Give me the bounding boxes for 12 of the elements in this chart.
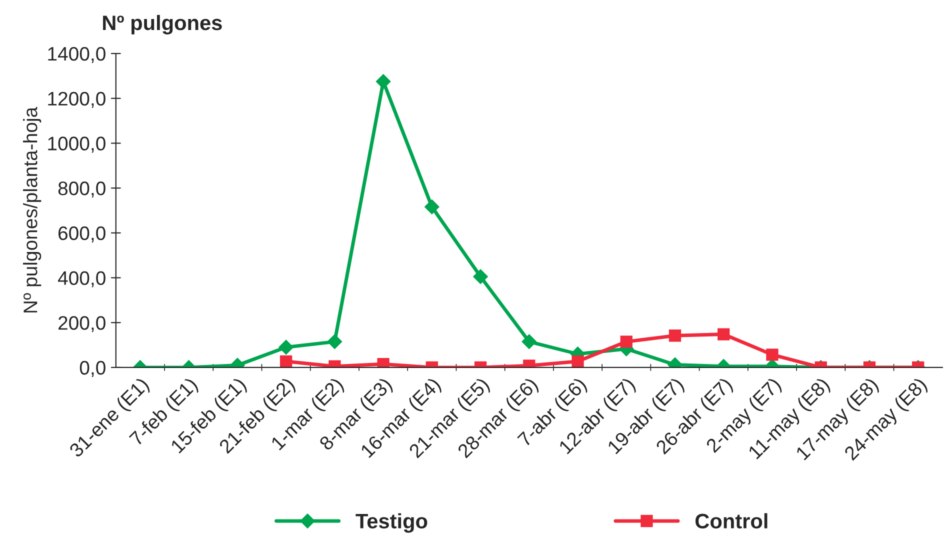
y-tick-label: 1400,0 bbox=[48, 46, 106, 64]
chart-title: Nº pulgones bbox=[103, 14, 222, 34]
y-tick-label: 600,0 bbox=[58, 226, 106, 242]
y-tick-label: 400,0 bbox=[58, 271, 106, 288]
y-tick-label: 800,0 bbox=[58, 182, 106, 198]
y-tick-label: 1200,0 bbox=[48, 92, 106, 108]
y-tick-label: 0,0 bbox=[80, 360, 106, 377]
y-axis-title: Nº pulgones/planta-hoja bbox=[23, 106, 42, 312]
legend-label: Control bbox=[696, 513, 768, 528]
legend-label: Testigo bbox=[356, 513, 428, 533]
y-tick-label: 1000,0 bbox=[48, 136, 106, 153]
y-tick-label: 200,0 bbox=[58, 316, 106, 332]
